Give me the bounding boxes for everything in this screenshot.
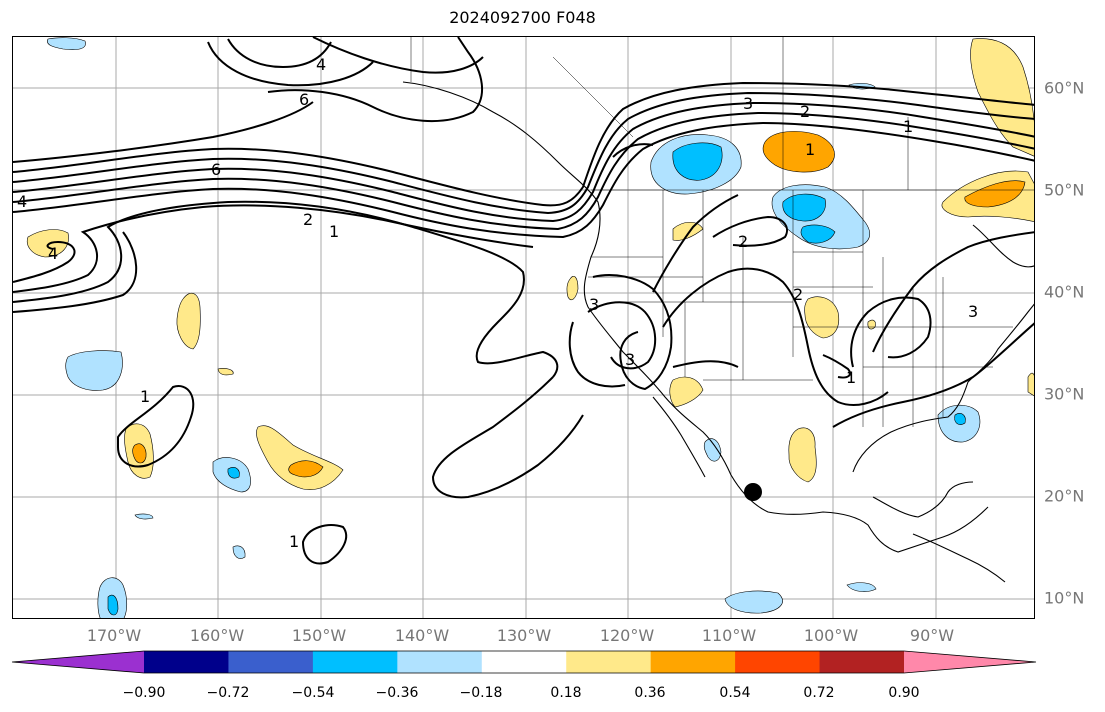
lat-label: 50°N [1044,180,1085,200]
colorbar-tick: 0.90 [888,685,920,701]
colorbar [11,650,1037,674]
colorbar-segment [735,651,821,673]
lon-label: 90°W [909,626,955,645]
colorbar-tick: −0.54 [291,685,335,701]
colorbar-segment [144,651,229,673]
map-panel: 4 6 6 4 4 2 1 3 3 3 1 1 2 2 2 1 1 3 1 [12,36,1035,619]
colorbar-tick: −0.18 [459,685,503,701]
contour-label-group: 4 6 6 4 4 2 1 3 3 3 1 1 2 2 2 1 1 3 1 [17,55,978,551]
contour-label: 1 [846,368,856,387]
map-canvas: 4 6 6 4 4 2 1 3 3 3 1 1 2 2 2 1 1 3 1 [13,37,1034,618]
contour-label: 4 [316,55,326,74]
colorbar-segment [228,651,314,673]
lon-label: 100°W [803,626,859,645]
shading-positive [26,38,1034,490]
lon-label: 110°W [701,626,757,645]
lon-label: 140°W [394,626,450,645]
colorbar-tick: 0.18 [550,685,582,701]
contour-label: 1 [329,222,339,241]
contour-label: 4 [48,244,58,263]
colorbar-segment [650,651,736,673]
shading-negative [47,37,981,618]
map-title: 2024092700 F048 [449,8,596,27]
colorbar-segment [312,651,398,673]
colorbar-segment [481,651,567,673]
colorbar-outline [11,650,1037,674]
contour-label: 1 [140,387,150,406]
colorbar-tick: 0.36 [634,685,666,701]
contour-label: 3 [743,94,753,113]
colorbar-segment [566,651,652,673]
contour-label: 2 [303,210,313,229]
colorbar-extend-min [12,651,144,673]
lat-label: 60°N [1044,78,1085,98]
contour-label: 3 [625,350,635,369]
lon-label: 160°W [189,626,245,645]
contour-lines [13,37,1034,565]
colorbar-tick: −0.90 [122,685,166,701]
lat-label: 40°N [1044,282,1085,302]
colorbar-extend-max [904,651,1036,673]
colorbar-segment [819,651,905,673]
contour-label: 6 [211,160,221,179]
state-borders [410,37,1034,427]
coastlines [402,81,1034,583]
colorbar-segment [397,651,483,673]
lat-label: 20°N [1044,486,1085,506]
contour-label: 4 [17,192,27,211]
lat-label: 30°N [1044,384,1085,404]
colorbar-tick: 0.72 [803,685,835,701]
lon-label: 170°W [86,626,142,645]
contour-label: 1 [289,532,299,551]
contour-label: 2 [800,102,810,121]
contour-label: 1 [903,117,913,136]
colorbar-tick: −0.36 [375,685,419,701]
lat-label: 10°N [1044,588,1085,608]
contour-label: 3 [589,295,599,314]
contour-label: 2 [793,285,803,304]
contour-label: 1 [805,140,815,159]
contour-label: 3 [968,302,978,321]
contour-label: 2 [738,232,748,251]
lon-label: 150°W [291,626,347,645]
colorbar-tick: −0.72 [206,685,250,701]
lon-label: 130°W [496,626,552,645]
contour-label: 6 [299,90,309,109]
graticule [13,37,1034,618]
lon-label: 120°W [599,626,655,645]
colorbar-tick: 0.54 [719,685,751,701]
hurricane-symbol [744,483,762,501]
